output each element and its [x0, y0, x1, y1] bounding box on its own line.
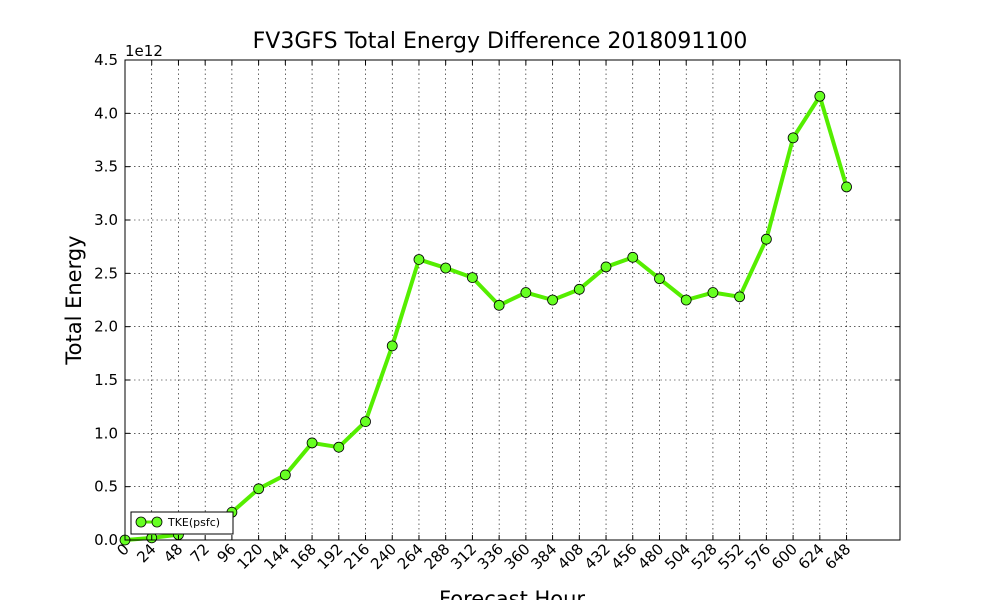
x-tick-label: 168	[287, 540, 320, 573]
y-tick-label: 2.0	[94, 318, 118, 336]
x-tick-label: 360	[501, 540, 534, 573]
tick-layer: 0 24 48 72 961201441681922162402642883123363…	[94, 51, 900, 573]
data-point	[333, 441, 345, 453]
y-tick-label: 2.5	[94, 264, 118, 282]
data-point	[520, 287, 532, 298]
x-tick-label: 648	[821, 540, 854, 573]
x-tick-label: 144	[260, 540, 293, 573]
data-point	[279, 469, 291, 481]
data-point	[680, 294, 692, 306]
y-axis-scale-note: 1e12	[125, 42, 163, 60]
data-point	[573, 283, 585, 295]
data-point	[467, 272, 478, 284]
x-tick-label: 600	[768, 540, 801, 573]
y-tick-label: 0.0	[94, 531, 118, 549]
data-point	[600, 261, 612, 273]
x-tick-label: 504	[661, 540, 694, 573]
legend: TKE(psfc)	[130, 511, 234, 535]
series-line	[124, 94, 849, 542]
data-point	[627, 251, 639, 263]
data-point	[734, 291, 746, 303]
x-tick-label: 216	[340, 540, 373, 573]
data-point	[814, 90, 826, 102]
x-tick-label: 192	[314, 540, 347, 573]
x-tick-label: 264	[394, 540, 427, 573]
data-point	[654, 273, 665, 285]
y-tick-label: 4.0	[94, 104, 118, 122]
x-tick-label: 48	[160, 540, 186, 566]
data-point	[413, 254, 425, 265]
data-point	[493, 299, 505, 311]
x-tick-label: 552	[715, 540, 748, 573]
data-point	[440, 262, 452, 274]
x-tick-label: 312	[447, 540, 480, 573]
y-tick-label: 4.5	[94, 51, 118, 69]
data-point	[253, 483, 265, 495]
y-tick-label: 3.5	[94, 158, 118, 176]
x-tick-label: 624	[795, 540, 828, 573]
data-point	[360, 416, 371, 428]
data-point	[760, 233, 772, 245]
plot-frame	[124, 59, 901, 541]
data-point	[547, 294, 558, 306]
legend-marker	[135, 516, 147, 528]
data-point	[841, 181, 852, 193]
data-point	[707, 287, 719, 298]
x-tick-label: 336	[474, 540, 507, 573]
x-tick-label: 384	[527, 540, 560, 573]
x-tick-label: 24	[133, 540, 159, 566]
data-point	[386, 340, 398, 352]
x-tick-label: 576	[741, 540, 774, 573]
y-tick-label: 3.0	[94, 211, 118, 229]
x-tick-label: 480	[634, 540, 667, 573]
legend-marker	[151, 516, 163, 528]
x-tick-label: 288	[421, 540, 454, 573]
x-tick-label: 408	[554, 540, 587, 573]
x-tick-label: 456	[608, 540, 641, 573]
x-tick-label: 528	[688, 540, 721, 573]
y-tick-label: 1.0	[94, 424, 118, 442]
x-axis-label: Forecast Hour	[439, 587, 585, 600]
series-layer	[119, 90, 852, 546]
data-point	[306, 437, 318, 449]
x-tick-label: 120	[233, 540, 266, 573]
x-tick-label: 72	[187, 540, 213, 566]
y-axis-label: Total Energy	[62, 235, 86, 365]
x-tick-label: 432	[581, 540, 614, 573]
y-tick-label: 0.5	[94, 478, 118, 496]
data-point	[787, 132, 799, 144]
chart-title: FV3GFS Total Energy Difference 201809110…	[253, 29, 748, 54]
y-tick-label: 1.5	[94, 371, 118, 389]
x-tick-label: 240	[367, 540, 400, 573]
legend-label: TKE(psfc)	[167, 516, 220, 529]
